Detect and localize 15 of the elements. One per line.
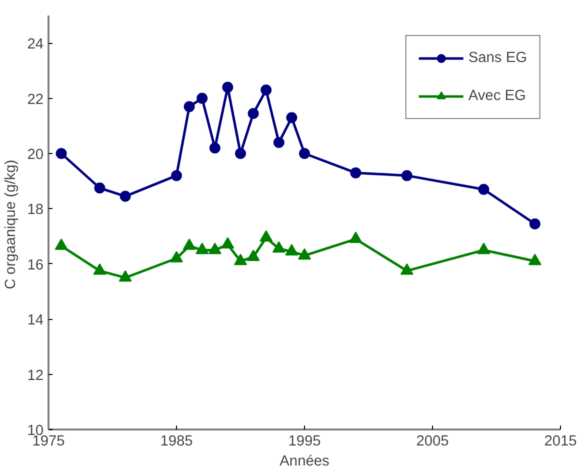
y-tick-label: 12 <box>27 368 44 384</box>
x-tick-label: 2005 <box>416 434 449 450</box>
y-tick-label: 14 <box>27 312 44 329</box>
y-axis-title: C orgaanique (g/kg) <box>3 160 20 290</box>
x-tick-label: 2015 <box>544 434 577 450</box>
legend-label: Avec EG <box>468 88 526 104</box>
x-tick-label: 1995 <box>288 434 321 450</box>
y-tick-label: 22 <box>27 92 44 108</box>
legend-label: Sans EG <box>468 50 527 66</box>
y-tick-label: 24 <box>27 36 44 53</box>
x-tick-label: 1985 <box>160 434 193 450</box>
x-axis-title: Années <box>280 454 330 470</box>
y-tick-label: 18 <box>27 202 44 218</box>
y-tick-label: 20 <box>27 147 44 163</box>
y-tick-label: 16 <box>27 257 44 274</box>
